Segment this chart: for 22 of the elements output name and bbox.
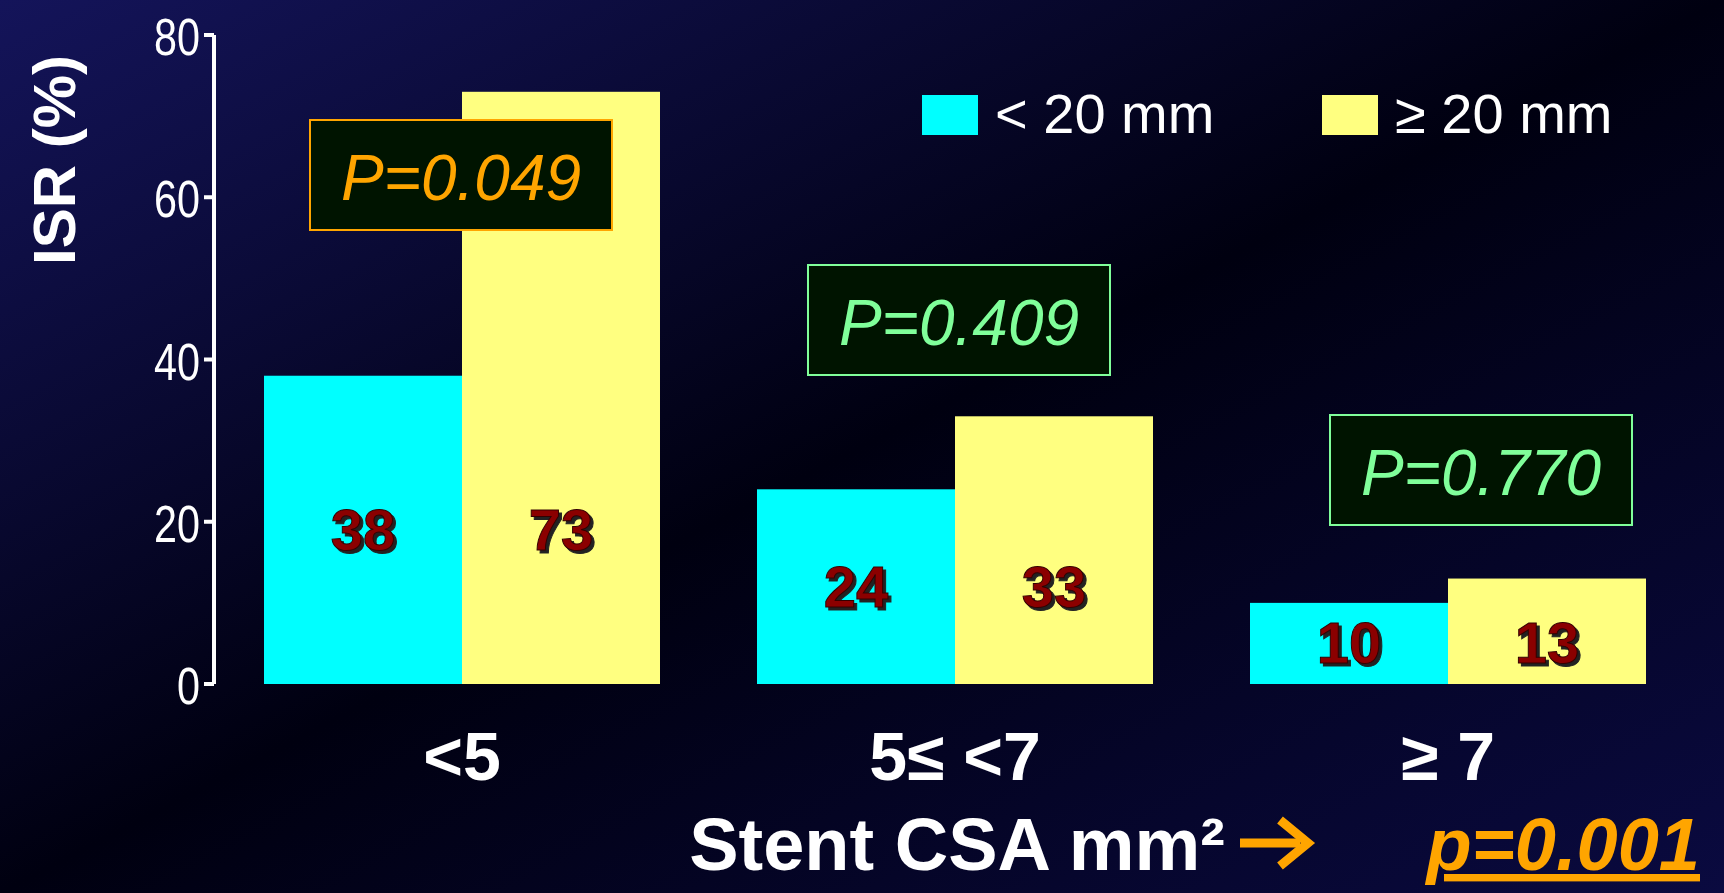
annotation: P=0.770 [1360,437,1602,509]
data-label: 10 [1316,610,1382,676]
data-label: 38 [330,496,396,562]
annotation: P=0.049 [340,142,582,214]
legend-label: ≥ 20 mm [1395,82,1613,145]
annotation: P=0.409 [838,287,1080,359]
legend-label: < 20 mm [995,82,1215,145]
x-tick-label: ≥ 7 [1400,718,1496,794]
x-axis-title: Stent CSA mm² [689,803,1225,886]
y-tick-label: 60 [154,170,212,229]
x-tick-label: <5 [423,718,501,794]
data-label: 33 [1021,553,1087,619]
y-tick-label: 40 [154,332,212,391]
y-axis-title: ISR (%) [21,55,88,265]
y-tick-label: 0 [177,657,206,715]
data-label: 24 [823,553,889,619]
text: p=0.001 [1424,803,1700,886]
x-tick-label: 5≤ <7 [869,718,1041,794]
y-tick-label: 80 [154,8,212,66]
y-tick-label: 20 [154,494,212,553]
data-label: 73 [528,496,594,562]
data-label: 13 [1514,610,1580,676]
